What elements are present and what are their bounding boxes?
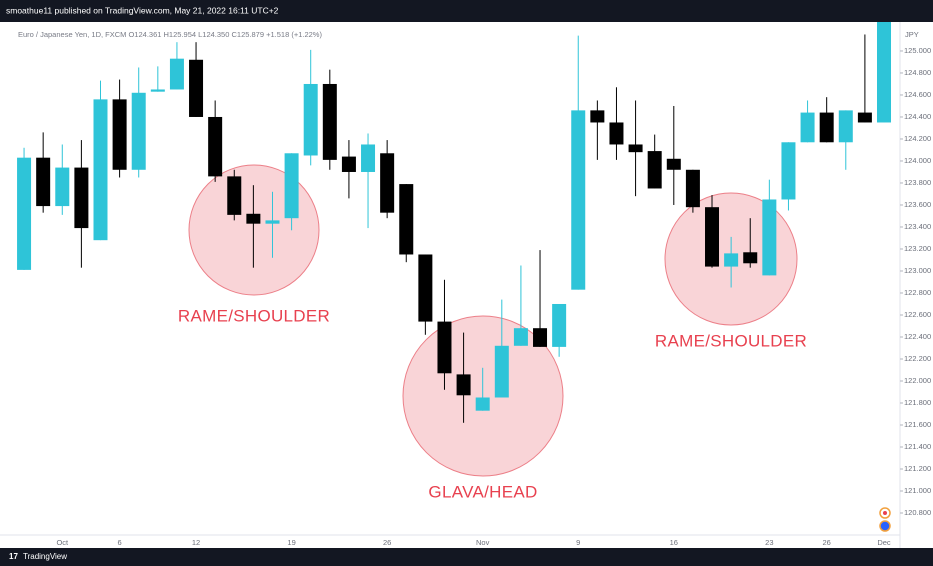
candle-body: [685, 169, 700, 208]
y-tick-label: 124.800: [904, 68, 931, 77]
x-tick-label: 19: [287, 538, 295, 547]
y-tick-label: 123.400: [904, 222, 931, 231]
candle-body: [571, 110, 586, 290]
candle-body: [590, 110, 605, 123]
candle-body: [877, 22, 892, 123]
y-tick-label: 123.200: [904, 244, 931, 253]
y-tick-label: 124.600: [904, 90, 931, 99]
y-tick-label: 122.600: [904, 310, 931, 319]
candle-body: [380, 153, 395, 213]
y-tick-label: 121.800: [904, 398, 931, 407]
candle-body: [800, 112, 815, 143]
candle-body: [552, 303, 567, 347]
x-tick-label: 12: [192, 538, 200, 547]
x-tick-label: Oct: [56, 538, 69, 547]
y-tick-label: 121.600: [904, 420, 931, 429]
candle-body: [628, 144, 643, 153]
candle-body: [819, 112, 834, 143]
y-tick-label: 122.400: [904, 332, 931, 341]
candle-body: [647, 151, 662, 189]
y-axis-label: JPY: [905, 30, 919, 39]
y-tick-label: 124.200: [904, 134, 931, 143]
x-tick-label: 23: [765, 538, 773, 547]
header-text: smoathue11 published on TradingView.com,…: [6, 5, 279, 15]
x-tick-label: 16: [670, 538, 678, 547]
candle-body: [456, 374, 471, 396]
y-tick-label: 123.800: [904, 178, 931, 187]
candle-body: [36, 157, 51, 207]
candles: [17, 22, 892, 423]
x-tick-label: 26: [383, 538, 391, 547]
candle-body: [208, 116, 223, 177]
x-tick-label: Nov: [476, 538, 490, 547]
y-tick-label: 122.000: [904, 376, 931, 385]
candle-body: [17, 157, 32, 270]
candle-body: [93, 99, 108, 241]
x-tick-label: Dec: [877, 538, 891, 547]
x-tick-label: 6: [118, 538, 122, 547]
candle-body: [112, 99, 127, 170]
candle-body: [150, 89, 165, 92]
footer-logo: 17: [9, 552, 18, 561]
candle-body: [189, 59, 204, 117]
candle-body: [724, 253, 739, 267]
y-tick-label: 121.200: [904, 464, 931, 473]
annotation: RAME/SHOULDER: [655, 331, 807, 350]
candle-body: [284, 153, 299, 219]
y-tick-label: 120.800: [904, 508, 931, 517]
candle-body: [437, 321, 452, 374]
candle-body: [303, 83, 318, 156]
y-tick-label: 125.000: [904, 46, 931, 55]
annotation: GLAVA/HEAD: [428, 482, 537, 501]
y-tick-label: 124.400: [904, 112, 931, 121]
highlight-circle: [188, 164, 320, 296]
candle-body: [246, 213, 261, 224]
candle-body: [265, 220, 280, 224]
y-tick-label: 124.000: [904, 156, 931, 165]
candle-body: [513, 328, 528, 346]
indicator-icon-dot: [883, 511, 887, 515]
candle-body: [838, 110, 853, 143]
candle-body: [705, 207, 720, 267]
candle-body: [494, 345, 509, 398]
candle-body: [341, 156, 356, 172]
footer-text: TradingView: [23, 552, 67, 561]
x-tick-label: 9: [576, 538, 580, 547]
candle-body: [418, 254, 433, 322]
y-tick-label: 121.000: [904, 486, 931, 495]
indicator-icon[interactable]: [879, 520, 891, 532]
candle-body: [857, 112, 872, 123]
candle-body: [609, 122, 624, 145]
candle-body: [743, 252, 758, 264]
candle-body: [74, 167, 89, 229]
y-tick-label: 123.600: [904, 200, 931, 209]
candle-body: [169, 58, 184, 90]
y-tick-label: 123.000: [904, 266, 931, 275]
candle-body: [475, 397, 490, 411]
footer-bar: [0, 548, 933, 566]
header-bar: [0, 0, 933, 22]
annotation: RAME/SHOULDER: [178, 306, 330, 325]
y-tick-label: 122.800: [904, 288, 931, 297]
candle-body: [533, 328, 548, 347]
candle-body: [227, 176, 242, 215]
candle-body: [361, 144, 376, 172]
x-tick-label: 26: [823, 538, 831, 547]
candle-body: [322, 83, 337, 160]
y-tick-label: 122.200: [904, 354, 931, 363]
candle-body: [781, 142, 796, 200]
candle-body: [55, 167, 70, 207]
candle-body: [666, 158, 681, 170]
y-tick-label: 121.400: [904, 442, 931, 451]
candle-body: [399, 184, 414, 255]
candle-body: [131, 92, 146, 170]
legend-text: Euro / Japanese Yen, 1D, FXCM O124.361 H…: [18, 30, 322, 39]
candle-body: [762, 199, 777, 276]
